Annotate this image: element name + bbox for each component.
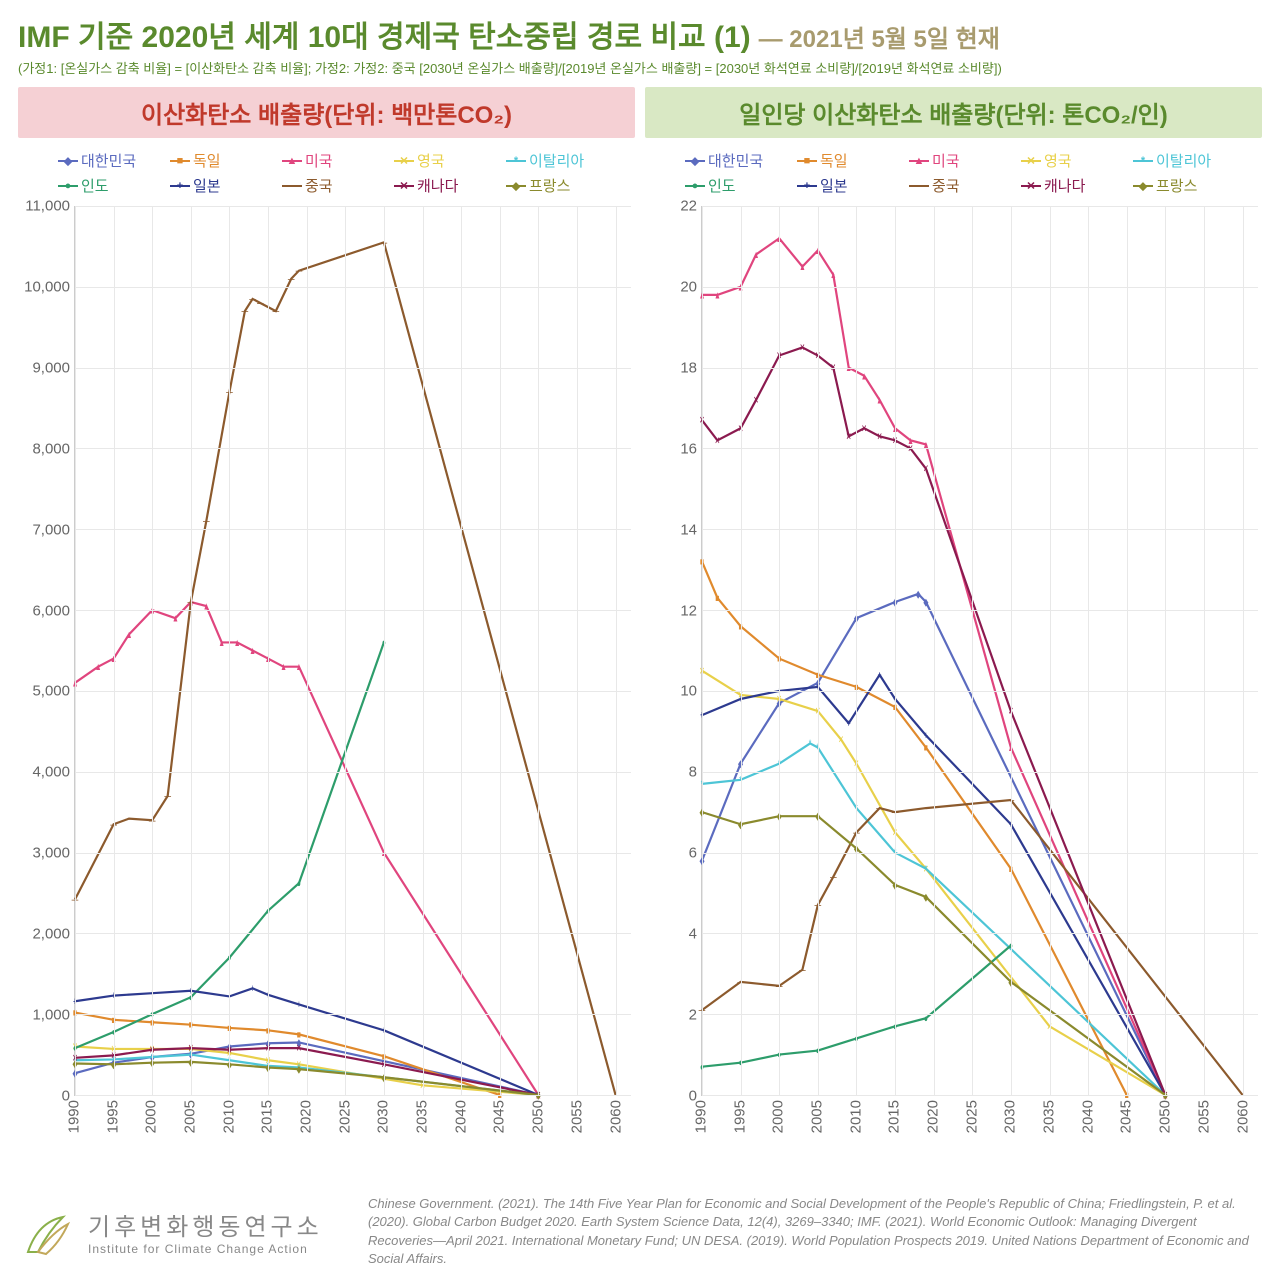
chart-title: IMF 기준 2020년 세계 10대 경제국 탄소중립 경로 비교 (1) (18, 12, 751, 56)
chart-left-panel: 이산화탄소 배출량(단위: 백만톤CO₂) ◆대한민국 ■독일 ▲미국 ✕영국 *이탈리… (18, 87, 635, 1156)
y-axis-left: 01,0002,0003,0004,0005,0006,0007,0008,00… (18, 206, 74, 1096)
legend-item: ●인도 (58, 175, 162, 196)
svg-text:✕: ✕ (861, 422, 867, 434)
legend-item: *이탈리아 (1133, 150, 1237, 171)
svg-text:*: * (925, 863, 928, 875)
date-label: — 2021년 5월 5일 현재 (759, 19, 1000, 54)
svg-text:▲: ▲ (234, 636, 241, 648)
svg-text:—: — (923, 802, 930, 814)
svg-text:✕: ✕ (800, 341, 806, 353)
legend-item: —중국 (282, 175, 386, 196)
svg-text:+: + (847, 717, 851, 729)
svg-text:—: — (876, 802, 883, 814)
legend-item: —중국 (909, 175, 1013, 196)
svg-text:—: — (126, 813, 133, 825)
legend-item: ■독일 (170, 150, 274, 171)
svg-text:*: * (809, 737, 812, 749)
svg-text:✕: ✕ (296, 1042, 302, 1054)
chart-left-header: 이산화탄소 배출량(단위: 백만톤CO₂) (18, 87, 635, 138)
svg-text:▲: ▲ (126, 628, 133, 640)
svg-text:✕: ✕ (923, 463, 929, 475)
assumptions-text: (가정1: [온실가스 감축 비율] = [이산화탄소 감축 비율]; 가정2:… (18, 58, 1262, 77)
legend-item: ◆프랑스 (1133, 175, 1237, 196)
svg-text:▲: ▲ (861, 370, 868, 382)
plot-left: ◆◆◆◆◆◆◆◆■■■■■■■■■▲▲▲▲▲▲▲▲▲▲▲▲▲▲▲▲✕✕✕✕✕✕✕… (74, 206, 631, 1096)
svg-text:+: + (878, 669, 882, 681)
plot-right: ◆◆◆◆◆◆◆◆◆■■■■■■■■■■▲▲▲▲▲▲▲▲▲▲▲▲▲▲▲▲✕✕✕✕✕… (701, 206, 1258, 1096)
svg-text:✕: ✕ (877, 430, 883, 442)
legend-right: ◆대한민국 ■독일 ▲미국 ✕영국 *이탈리아 ●인도 +일본 —중국 ✕캐나다 ◆프랑스 (645, 146, 1262, 206)
svg-text:—: — (272, 305, 279, 317)
svg-text:✕: ✕ (715, 434, 721, 446)
legend-item: ◆대한민국 (58, 150, 162, 171)
svg-text:▲: ▲ (296, 661, 303, 673)
citation-text: Chinese Government. (2021). The 14th Fiv… (368, 1195, 1262, 1268)
legend-item: ◆대한민국 (685, 150, 789, 171)
logo-korean: 기후변화행동연구소 (88, 1207, 323, 1242)
legend-item: ●인도 (685, 175, 789, 196)
legend-item: ✕캐나다 (1021, 175, 1125, 196)
svg-text:▲: ▲ (95, 661, 102, 673)
svg-text:—: — (242, 305, 249, 317)
svg-text:▲: ▲ (753, 248, 760, 260)
legend-item: ▲미국 (909, 150, 1013, 171)
svg-text:▲: ▲ (249, 644, 256, 656)
chart-right-panel: 일인당 이산화탄소 배출량(단위: 톤CO₂/인) ◆대한민국 ■독일 ▲미국 ✕영국… (645, 87, 1262, 1156)
legend-item: ◆프랑스 (506, 175, 610, 196)
svg-text:+: + (924, 729, 928, 741)
svg-text:—: — (288, 273, 295, 285)
svg-text:◆: ◆ (916, 588, 921, 600)
chart-right-header: 일인당 이산화탄소 배출량(단위: 톤CO₂/인) (645, 87, 1262, 138)
svg-text:—: — (203, 515, 210, 527)
svg-text:—: — (164, 790, 171, 802)
legend-item: +일본 (797, 175, 901, 196)
svg-text:—: — (249, 293, 256, 305)
svg-text:+: + (297, 998, 301, 1010)
svg-text:▲: ▲ (172, 612, 179, 624)
leaf-icon (18, 1202, 78, 1262)
svg-text:+: + (251, 982, 255, 994)
svg-text:—: — (830, 871, 837, 883)
svg-text:▲: ▲ (876, 394, 883, 406)
legend-item: ■독일 (797, 150, 901, 171)
legend-item: ✕영국 (394, 150, 498, 171)
svg-text:—: — (296, 265, 303, 277)
x-axis-right: 1990199520002005201020152020202520302035… (701, 1096, 1258, 1156)
svg-text:▲: ▲ (830, 269, 837, 281)
legend-item: +일본 (170, 175, 274, 196)
legend-item: *이탈리아 (506, 150, 610, 171)
svg-text:—: — (799, 964, 806, 976)
svg-text:▲: ▲ (799, 261, 806, 273)
svg-text:▲: ▲ (218, 636, 225, 648)
svg-text:◆: ◆ (923, 891, 928, 903)
svg-text:◆: ◆ (296, 1063, 301, 1075)
legend-item: ✕캐나다 (394, 175, 498, 196)
svg-text:✕: ✕ (846, 430, 852, 442)
svg-text:◆: ◆ (923, 596, 928, 608)
svg-text:▲: ▲ (714, 289, 721, 301)
svg-text:■: ■ (715, 592, 719, 604)
x-axis-left: 1990199520002005201020152020202520302035… (74, 1096, 631, 1156)
svg-text:✕: ✕ (838, 733, 844, 745)
svg-text:■: ■ (924, 741, 928, 753)
y-axis-right: 0246810121416182022 (645, 206, 701, 1096)
svg-text:■: ■ (297, 1028, 301, 1040)
svg-text:—: — (257, 297, 264, 309)
svg-text:▲: ▲ (280, 661, 287, 673)
legend-item: ✕영국 (1021, 150, 1125, 171)
logo: 기후변화행동연구소 Institute for Climate Change A… (18, 1202, 348, 1262)
legend-left: ◆대한민국 ■독일 ▲미국 ✕영국 *이탈리아 ●인도 +일본 —중국 ✕캐나다 ◆프랑스 (18, 146, 635, 206)
svg-text:●: ● (297, 877, 301, 889)
logo-english: Institute for Climate Change Action (88, 1242, 323, 1256)
svg-text:✕: ✕ (753, 394, 759, 406)
legend-item: ▲미국 (282, 150, 386, 171)
